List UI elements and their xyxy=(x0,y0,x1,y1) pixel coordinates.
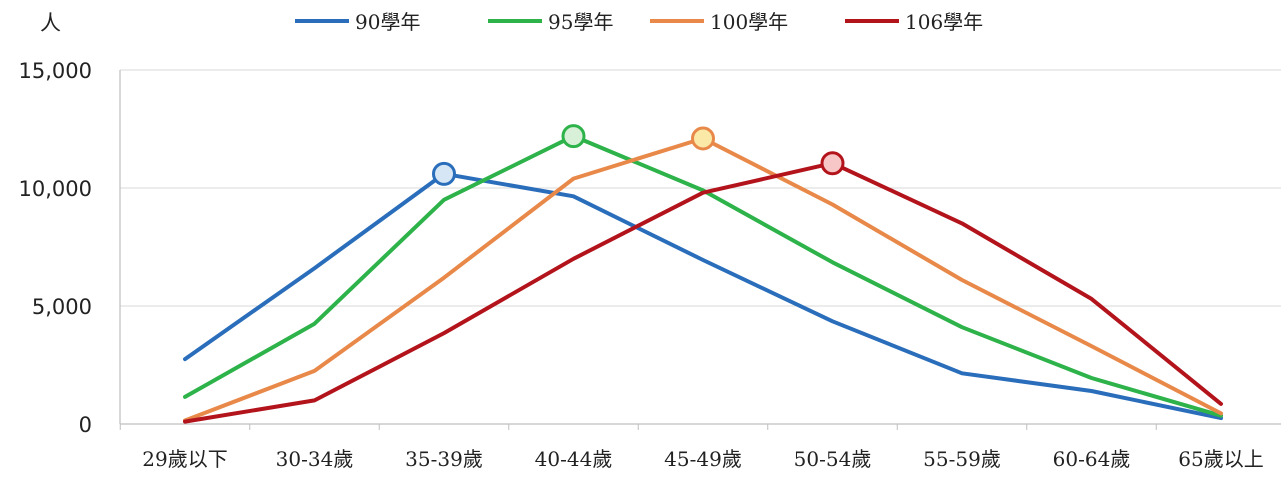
legend-label-0: 90學年 xyxy=(355,10,420,34)
y-tick-label: 15,000 xyxy=(19,59,92,83)
series-peak-marker-3 xyxy=(820,151,845,176)
y-tick-label: 5,000 xyxy=(32,295,92,319)
series-lines xyxy=(183,124,1223,424)
legend-label-2: 100學年 xyxy=(710,10,788,34)
series-line-1 xyxy=(183,134,1223,418)
series-peak-marker-2 xyxy=(691,126,715,151)
series-line-0 xyxy=(183,171,1223,421)
x-axis-ticks: 29歲以下 30-34歲 35-39歲 40-44歲 45-49歲 50-54歲 55-59… xyxy=(119,424,1264,471)
x-tick-label: 65歲以上 xyxy=(1178,447,1263,471)
axes xyxy=(119,70,1281,425)
series-peak-marker-1 xyxy=(561,124,586,149)
x-tick-label: 40-44歲 xyxy=(535,447,613,471)
x-tick-label: 30-34歲 xyxy=(276,447,354,471)
x-tick-label: 45-49歲 xyxy=(664,447,742,471)
y-axis-ticks: 0 5,000 10,000 15,000 xyxy=(19,59,92,437)
y-axis-unit-label: 人 xyxy=(40,11,61,35)
legend: 90學年 95學年 100學年 106學年 xyxy=(295,10,983,34)
series-peak-marker-0 xyxy=(432,161,456,186)
x-tick-label: 35-39歲 xyxy=(405,447,483,471)
x-tick-label: 60-64歲 xyxy=(1053,447,1131,471)
series-line-3 xyxy=(183,161,1223,424)
x-tick-label: 50-54歲 xyxy=(794,447,872,471)
series-line-2 xyxy=(183,136,1223,423)
y-tick-label: 0 xyxy=(79,413,92,437)
legend-label-1: 95學年 xyxy=(548,10,613,34)
x-tick-label: 55-59歲 xyxy=(923,447,1001,471)
y-tick-label: 10,000 xyxy=(19,177,92,201)
legend-label-3: 106學年 xyxy=(905,10,983,34)
x-tick-label: 29歲以下 xyxy=(142,447,227,471)
